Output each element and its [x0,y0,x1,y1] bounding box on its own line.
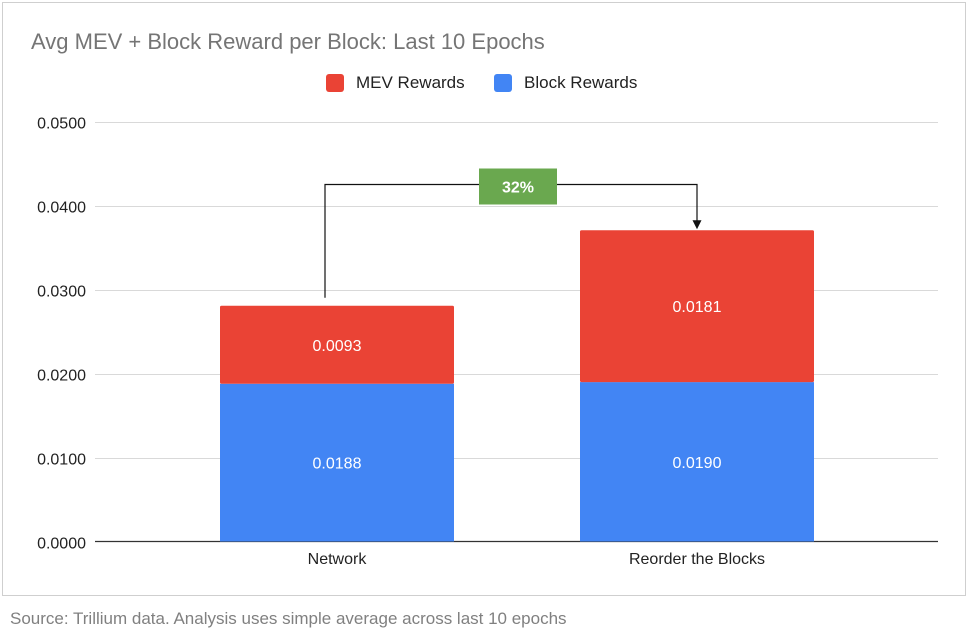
legend-item-block: Block Rewards [494,71,637,95]
comparison-annotation: 32% [324,168,702,298]
legend-label-block: Block Rewards [524,73,638,92]
y-tick-label: 0.0100 [37,452,86,469]
data-labels: 0.0188 0.0093 0.0190 0.0181 [313,299,722,472]
y-tick-label: 0.0400 [37,200,86,217]
bar-mev-rewards [580,230,814,383]
source-note: Source: Trillium data. Analysis uses sim… [10,609,567,628]
data-label-mev: 0.0181 [673,299,722,316]
bar-block-rewards [220,383,454,542]
x-tick-label: Network [308,551,368,568]
legend-item-mev: MEV Rewards [326,71,465,95]
data-label-mev: 0.0093 [313,338,362,355]
x-axis-ticks: Network Reorder the Blocks [308,551,765,568]
annotation-arrowhead [692,220,702,230]
chart-title: Avg MEV + Block Reward per Block: Last 1… [31,29,545,54]
bars [220,230,814,542]
annotation-badge [479,168,557,205]
x-tick-label: Reorder the Blocks [629,551,765,568]
legend-label-mev: MEV Rewards [356,73,465,92]
annotation-badge-label: 32% [502,180,534,197]
bar-mev-rewards [220,305,454,384]
y-tick-label: 0.0000 [37,536,86,553]
y-tick-label: 0.0200 [37,368,86,385]
data-label-block: 0.0188 [313,456,362,473]
bar-block-rewards [580,382,814,542]
legend-swatch-mev [326,74,344,92]
y-tick-label: 0.0500 [37,116,86,133]
chart-plot-area: 0.0000 0.0100 0.0200 0.0300 0.0400 0.0500 0.0… [37,116,938,568]
chart-legend: MEV Rewards Block Rewards [0,71,970,95]
legend-swatch-block [494,74,512,92]
data-label-block: 0.0190 [673,455,722,472]
y-tick-label: 0.0300 [37,284,86,301]
y-axis-ticks: 0.0000 0.0100 0.0200 0.0300 0.0400 0.0500 [37,116,86,553]
